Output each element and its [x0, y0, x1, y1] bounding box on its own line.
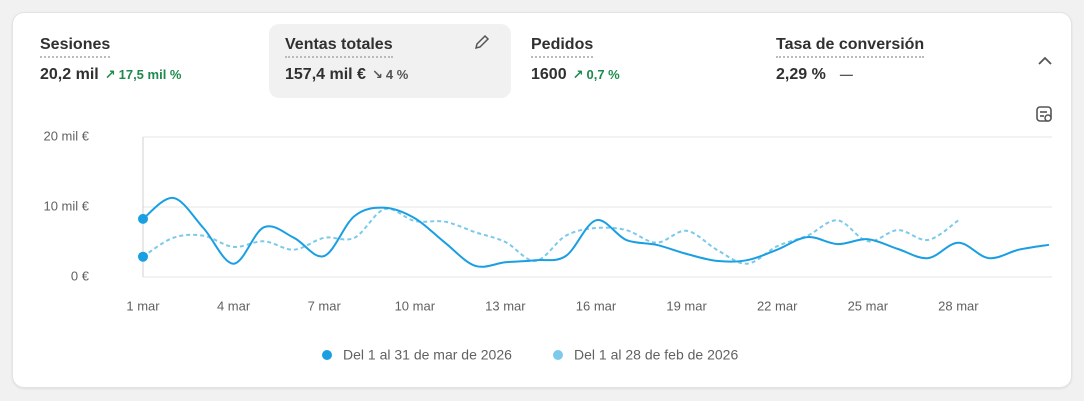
collapse-icon[interactable] [1037, 55, 1053, 67]
metric-label: Pedidos [531, 36, 594, 58]
legend-label: Del 1 al 28 de feb de 2026 [574, 347, 738, 363]
x-tick-label: 25 mar [848, 298, 889, 313]
metric-change: 17,5 mil % [118, 67, 182, 82]
x-tick-label: 7 mar [308, 298, 342, 313]
metric-row: 157,4 mil € ↘ 4 % [285, 66, 495, 84]
metric-value: 1600 [531, 66, 567, 83]
metric-tile[interactable]: Pedidos 1600 ↗ 0,7 % [515, 24, 757, 98]
legend-swatch [322, 350, 332, 360]
x-tick-label: 28 mar [938, 298, 979, 313]
metric-change: 0,7 % [586, 67, 620, 82]
y-tick-label: 10 mil € [43, 198, 89, 213]
legend-label: Del 1 al 31 de mar de 2026 [343, 347, 512, 363]
metric-label: Sesiones [40, 36, 111, 58]
chart-options-icon[interactable] [1035, 105, 1055, 125]
metric-change: — [839, 67, 853, 82]
x-tick-label: 16 mar [576, 298, 617, 313]
metric-value: 20,2 mil [40, 66, 99, 83]
x-tick-label: 10 mar [395, 298, 436, 313]
edit-icon[interactable] [473, 33, 491, 51]
metric-change: 4 % [385, 67, 409, 82]
metric-value: 2,29 % [776, 66, 826, 83]
metric-row: 2,29 % — [776, 66, 986, 84]
x-tick-label: 1 mar [126, 298, 160, 313]
trend-arrow: ↗ [104, 67, 116, 82]
y-tick-label: 0 € [71, 268, 90, 283]
series-line [142, 207, 959, 265]
legend-swatch [553, 350, 563, 360]
metric-tile[interactable]: Tasa de conversión 2,29 % — [760, 24, 1002, 98]
metric-row: 20,2 mil ↗ 17,5 mil % [40, 66, 250, 84]
trend-arrow: ↘ [371, 67, 383, 82]
trend-arrow: ↗ [572, 67, 584, 82]
metric-label: Ventas totales [285, 36, 393, 58]
x-tick-label: 13 mar [485, 298, 526, 313]
series-line [142, 196, 1050, 268]
metric-tile[interactable]: Sesiones 20,2 mil ↗ 17,5 mil % [24, 24, 266, 98]
x-tick-label: 19 mar [666, 298, 707, 313]
series-start-dot [138, 251, 148, 262]
x-tick-label: 22 mar [757, 298, 798, 313]
series-start-dot [138, 213, 148, 224]
metric-tile[interactable]: Ventas totales 157,4 mil € ↘ 4 % [269, 24, 511, 98]
metric-value: 157,4 mil € [285, 66, 366, 83]
x-tick-label: 4 mar [217, 298, 251, 313]
y-tick-label: 20 mil € [43, 128, 89, 143]
card: Sesiones 20,2 mil ↗ 17,5 mil % Ventas totale… [12, 12, 1072, 388]
metric-row: 1600 ↗ 0,7 % [531, 66, 741, 84]
metric-label: Tasa de conversión [776, 36, 925, 58]
